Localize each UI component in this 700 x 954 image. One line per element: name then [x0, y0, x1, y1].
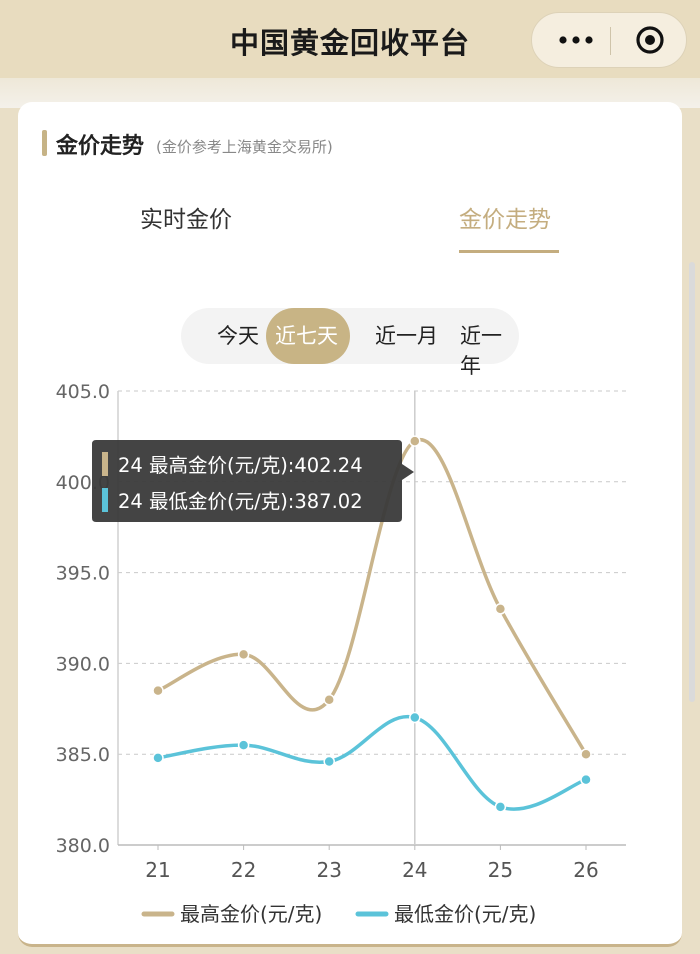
y-tick-label: 385.0: [56, 744, 110, 766]
data-point-high[interactable]: [494, 603, 507, 615]
scrollbar[interactable]: [689, 262, 695, 702]
x-tick-label: 24: [402, 858, 427, 882]
x-tick-label: 23: [316, 858, 341, 882]
data-point-high[interactable]: [409, 435, 421, 447]
x-tick-label: 26: [573, 858, 598, 882]
data-point-low[interactable]: [152, 752, 164, 764]
data-point-high[interactable]: [580, 748, 592, 760]
active-tab-underline: [459, 250, 559, 253]
data-point-low[interactable]: [237, 739, 250, 751]
range-year[interactable]: 近一年: [460, 324, 502, 378]
mini-program-capsule: [531, 12, 687, 68]
x-tick-label: 25: [488, 858, 513, 882]
section-title: 金价走势: [56, 134, 145, 159]
section-accent-bar: [42, 130, 47, 156]
data-point-low[interactable]: [323, 755, 335, 768]
data-point-high[interactable]: [323, 693, 335, 706]
top-bar: 中国黄金回收平台: [0, 0, 700, 78]
chart-tooltip: [92, 440, 414, 522]
data-point-high[interactable]: [237, 648, 250, 661]
data-point-low[interactable]: [580, 773, 592, 786]
x-tick-label: 22: [231, 858, 256, 882]
section-subtitle: (金价参考上海黄金交易所): [156, 138, 333, 156]
tooltip-line: 24 最高金价(元/克):402.24: [118, 454, 363, 477]
target-circle-icon[interactable]: [628, 23, 672, 57]
data-point-low[interactable]: [409, 711, 421, 724]
range-7days[interactable]: 近七天: [266, 308, 350, 364]
tooltip-swatch: [102, 452, 108, 476]
legend-item-high[interactable]: 最高金价(元/克): [180, 902, 322, 926]
more-dots-icon[interactable]: [554, 23, 598, 57]
y-tick-label: 405.0: [56, 381, 110, 403]
series-line-low: [156, 714, 588, 811]
tooltip-line: 24 最低金价(元/克):387.02: [118, 490, 363, 513]
y-tick-label: 390.0: [56, 653, 110, 675]
range-month[interactable]: 近一月: [375, 324, 438, 348]
gold-trend-card: 金价走势 (金价参考上海黄金交易所) 实时金价 金价走势 今天 近七天 近一月 …: [18, 102, 682, 947]
range-7days-label: 近七天: [275, 324, 338, 348]
data-point-high[interactable]: [152, 684, 164, 697]
legend-item-low[interactable]: 最低金价(元/克): [394, 902, 536, 926]
page-title: 中国黄金回收平台: [229, 26, 470, 60]
data-point-low[interactable]: [494, 801, 507, 813]
y-tick-label: 395.0: [56, 563, 110, 585]
tab-price-trend[interactable]: 金价走势: [459, 207, 551, 233]
capsule-divider: [610, 27, 611, 55]
y-tick-label: 380.0: [56, 835, 110, 857]
range-today[interactable]: 今天: [217, 324, 259, 348]
tab-live-price[interactable]: 实时金价: [140, 207, 232, 233]
tooltip-swatch: [102, 488, 108, 512]
range-selector: 今天 近七天 近一月 近一年: [181, 308, 519, 378]
x-tick-label: 21: [145, 858, 170, 882]
